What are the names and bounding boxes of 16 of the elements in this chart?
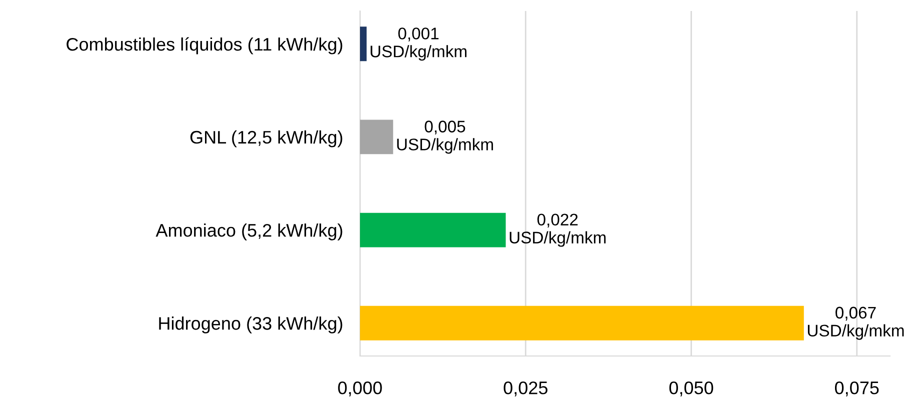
data-label: 0,067 USD/kg/mkm — [808, 306, 904, 340]
data-label: 0,022 USD/kg/mkm — [510, 214, 606, 247]
x-tick-label: 0,050 — [669, 381, 714, 396]
bar — [360, 306, 804, 340]
bar — [360, 120, 394, 154]
x-tick-label: 0,000 — [338, 381, 382, 396]
bar — [360, 26, 367, 62]
y-tick-label: Hidrogeno (33 kWh/kg) — [159, 316, 342, 334]
data-label: 0,001 USD/kg/mkm — [370, 28, 466, 61]
x-tick-label: 0,075 — [834, 381, 879, 396]
y-tick-label: GNL (12,5 kWh/kg) — [190, 130, 342, 148]
y-tick-label: Combustibles líquidos (11 kWh/kg) — [66, 37, 342, 54]
x-tick-label: 0,025 — [504, 381, 548, 396]
y-tick-label: Amoniaco (5,2 kWh/kg) — [156, 223, 342, 240]
data-label: 0,005 USD/kg/mkm — [397, 120, 493, 154]
bar — [360, 212, 506, 248]
